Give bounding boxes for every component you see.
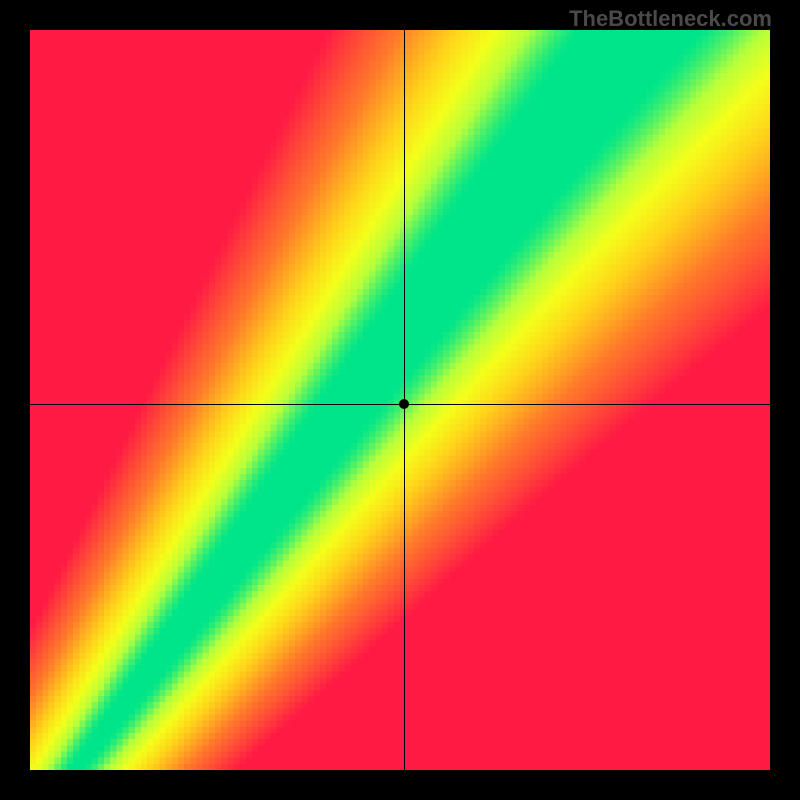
heatmap-plot: [30, 30, 770, 770]
data-point-marker: [399, 399, 409, 409]
watermark-text: TheBottleneck.com: [569, 6, 772, 32]
